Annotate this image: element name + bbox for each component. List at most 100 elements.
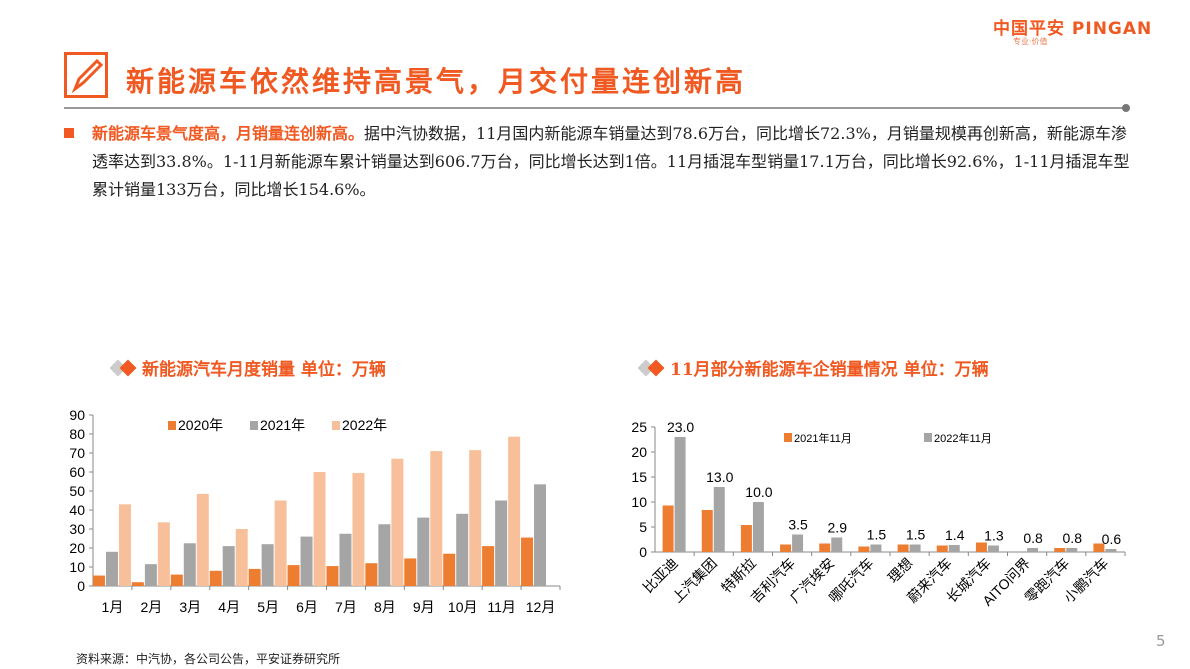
bar-2022年-10月 — [469, 450, 482, 586]
x-tick-label: 5月 — [257, 599, 279, 615]
bar-2022年-5月 — [274, 500, 287, 586]
bar-2021年11月-小鹏汽车 — [1093, 543, 1105, 552]
bar-2020年-2月 — [131, 582, 144, 586]
bar-2022年-7月 — [352, 472, 365, 586]
y-tick-label: 20 — [69, 540, 85, 556]
y-tick-label: 15 — [631, 469, 647, 485]
x-tick-label: 2月 — [140, 599, 162, 615]
x-tick-label: 6月 — [296, 599, 318, 615]
bar-2020年-5月 — [248, 568, 261, 586]
y-tick-label: 90 — [69, 407, 85, 423]
bar-2021年-4月 — [222, 546, 235, 586]
legend-label: 2022年11月 — [934, 431, 992, 445]
bar-2022年11月-广汽埃安 — [831, 537, 843, 552]
bar-2022年-4月 — [235, 529, 248, 586]
bar-2021年-8月 — [378, 524, 391, 586]
chart1-title: 新能源汽车月度销量 单位：万辆 — [109, 355, 386, 380]
y-tick-label: 10 — [69, 559, 85, 575]
y-tick-label: 5 — [639, 519, 647, 535]
data-label: 2.9 — [828, 520, 848, 536]
y-tick-label: 20 — [631, 444, 647, 460]
bar-2022年-6月 — [313, 472, 326, 586]
divider-dot — [1122, 104, 1130, 112]
bar-2020年-4月 — [209, 570, 222, 586]
pingan-logo: 中国平安 PINGAN — [993, 14, 1152, 39]
bar-2020年-7月 — [326, 566, 339, 586]
bar-2021年-7月 — [339, 533, 352, 586]
bar-2020年-12月 — [521, 537, 534, 586]
data-label: 23.0 — [667, 419, 694, 435]
y-tick-label: 60 — [69, 464, 85, 480]
bar-2022年11月-比亚迪 — [674, 437, 686, 552]
bar-2022年11月-长城汽车 — [987, 545, 999, 552]
bar-2021年11月-上汽集团 — [701, 510, 713, 552]
bar-2020年-3月 — [170, 574, 183, 586]
y-tick-label: 40 — [69, 502, 85, 518]
bar-2021年-3月 — [183, 543, 196, 586]
bar-2021年-1月 — [105, 551, 118, 586]
bar-2021年-2月 — [144, 564, 157, 586]
legend-swatch — [924, 433, 932, 442]
legend-swatch — [784, 433, 792, 442]
x-tick-label: 4月 — [218, 599, 240, 615]
bar-2020年-6月 — [287, 565, 300, 586]
data-label: 0.6 — [1102, 531, 1122, 547]
bar-2021年11月-广汽埃安 — [819, 543, 831, 552]
bar-2020年-9月 — [404, 558, 417, 586]
legend-label: 2021年 — [260, 417, 305, 433]
bar-2022年-8月 — [391, 458, 404, 586]
bar-2021年11月-比亚迪 — [662, 505, 674, 552]
bar-2020年-11月 — [482, 546, 495, 586]
data-label: 0.8 — [1023, 530, 1043, 546]
legend-label: 2021年11月 — [794, 431, 852, 445]
bar-2022年11月-特斯拉 — [752, 502, 764, 552]
bar-2021年11月-理想 — [897, 544, 909, 552]
bar-2021年11月-吉利汽车 — [780, 544, 792, 552]
x-tick-label: 1月 — [102, 599, 124, 615]
bar-2022年11月-哪吒汽车 — [870, 544, 882, 552]
body-highlight: 新能源车景气度高，月销量连创新高。 — [92, 124, 365, 143]
bar-2021年11月-哪吒汽车 — [858, 546, 870, 552]
bar-2021年-11月 — [495, 500, 508, 586]
legend-label: 2022年 — [342, 417, 387, 433]
data-label: 1.5 — [906, 527, 926, 543]
bar-2020年-8月 — [365, 563, 378, 586]
y-tick-label: 0 — [639, 544, 647, 560]
bar-2022年11月-吉利汽车 — [792, 534, 804, 552]
bar-2022年11月-上汽集团 — [713, 487, 725, 552]
data-label: 13.0 — [706, 469, 733, 485]
bar-2021年11月-蔚来汽车 — [936, 545, 948, 552]
y-tick-label: 50 — [69, 483, 85, 499]
bar-2022年11月-理想 — [909, 544, 921, 552]
logo-cn: 中国平安 — [993, 19, 1065, 39]
y-tick-label: 80 — [69, 426, 85, 442]
x-tick-label: 10月 — [448, 599, 478, 615]
data-label: 1.5 — [867, 527, 887, 543]
logo-slogan: 专业·价值 — [1013, 37, 1048, 46]
page-title: 新能源车依然维持高景气，月交付量连创新高 — [126, 65, 747, 98]
bar-2022年11月-零跑汽车 — [1066, 548, 1078, 552]
bar-2021年-10月 — [456, 513, 469, 586]
x-tick-label: 理想 — [885, 555, 916, 586]
body-text: 据中汽协数据，11月国内新能源车销量达到78.6万台，同比增长72.3%，月销量… — [92, 124, 1130, 199]
bar-2020年-1月 — [92, 575, 105, 586]
pencil-icon — [64, 52, 108, 98]
bar-2022年11月-AITO问界 — [1027, 548, 1039, 552]
y-tick-label: 0 — [77, 578, 85, 594]
chart2-title: 11月部分新能源车企销量情况 单位：万辆 — [637, 355, 989, 380]
chart2-title-text: 11月部分新能源车企销量情况 单位：万辆 — [670, 360, 989, 380]
y-tick-label: 70 — [69, 445, 85, 461]
y-tick-label: 30 — [69, 521, 85, 537]
bar-2022年-1月 — [118, 504, 131, 586]
bar-2021年-6月 — [300, 536, 313, 586]
bar-2022年11月-小鹏汽车 — [1105, 549, 1117, 552]
x-tick-label: 8月 — [374, 599, 396, 615]
legend-swatch — [250, 421, 258, 430]
logo-en: PINGAN — [1071, 19, 1153, 39]
bar-2021年11月-零跑汽车 — [1054, 548, 1066, 552]
chart1-title-text: 新能源汽车月度销量 单位：万辆 — [142, 360, 386, 380]
legend-swatch — [332, 421, 340, 430]
bar-2020年-10月 — [443, 553, 456, 586]
bar-2022年-3月 — [196, 493, 209, 586]
